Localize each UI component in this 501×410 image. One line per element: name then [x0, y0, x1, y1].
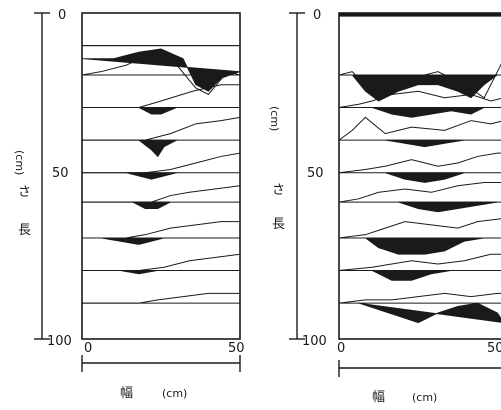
left-x-axis-char: 幅: [120, 386, 133, 401]
profile-surface-line: [338, 116, 501, 141]
profile-surface-line: [338, 90, 501, 109]
right-y-axis-char2: さ: [272, 183, 285, 198]
profile-surface-line: [338, 182, 501, 203]
profile-fill: [398, 201, 498, 213]
profile-surface-line: [82, 116, 241, 141]
left-y-axis-char1: 長: [18, 223, 31, 238]
profile-surface-line: [338, 152, 501, 174]
profile-surface-line: [82, 185, 241, 203]
profile-fill: [351, 74, 499, 102]
profile-fill: [100, 237, 165, 245]
left-plot-frame: [81, 12, 241, 340]
right-y-tick-100: 100: [302, 334, 327, 349]
left-y-tick-100: 100: [47, 334, 72, 349]
profile-fill: [385, 172, 465, 183]
profile-fill: [364, 237, 485, 255]
profile-fill: [138, 107, 177, 115]
right-profile-panel: 0 50 100 (cm) さ 長 0 50 幅 (cm): [268, 8, 501, 405]
profile-fill: [371, 270, 452, 281]
profile-surface-line: [82, 152, 241, 174]
right-x-axis-char: 幅: [372, 390, 385, 405]
left-y-axis-unit: (cm): [13, 150, 26, 175]
profile-surface-line: [82, 253, 241, 272]
right-x-tick-50: 50: [487, 341, 501, 356]
profile-fill: [371, 107, 485, 118]
right-y-axis-char1: 長: [272, 217, 285, 232]
profile-fill: [126, 172, 177, 180]
profile-surface-line: [338, 292, 501, 304]
profile-fill: [137, 139, 177, 158]
profile-surface-line: [82, 292, 240, 304]
profile-surface-line: [82, 84, 240, 109]
right-x-tick-0: 0: [337, 341, 345, 356]
profile-fill: [338, 12, 501, 17]
left-y-axis-char2: さ: [18, 185, 31, 200]
right-x-axis-unit: (cm): [412, 391, 437, 404]
profile-fill: [132, 201, 171, 210]
profile-fill: [385, 139, 465, 148]
profile-surface-line: [82, 221, 240, 239]
profile-surface-line: [338, 63, 501, 99]
profile-surface-line: [81, 51, 241, 96]
left-profile-plot: [81, 45, 241, 304]
left-profile-panel: 0 50 100 (cm) さ 長 0 50 幅 (cm): [13, 8, 245, 401]
right-y-tick-50: 50: [307, 166, 324, 181]
profile-surface-line: [338, 218, 501, 239]
left-x-axis-unit: (cm): [162, 387, 187, 400]
profile-fill: [358, 302, 501, 324]
left-y-tick-50: 50: [52, 166, 69, 181]
right-y-tick-0: 0: [313, 8, 321, 23]
left-y-tick-0: 0: [58, 8, 66, 23]
left-x-tick-0: 0: [84, 341, 92, 356]
profile-surface-line: [338, 253, 501, 272]
left-x-tick-50: 50: [228, 341, 245, 356]
right-profile-plot: [338, 12, 501, 324]
right-y-axis-unit: (cm): [268, 106, 281, 131]
